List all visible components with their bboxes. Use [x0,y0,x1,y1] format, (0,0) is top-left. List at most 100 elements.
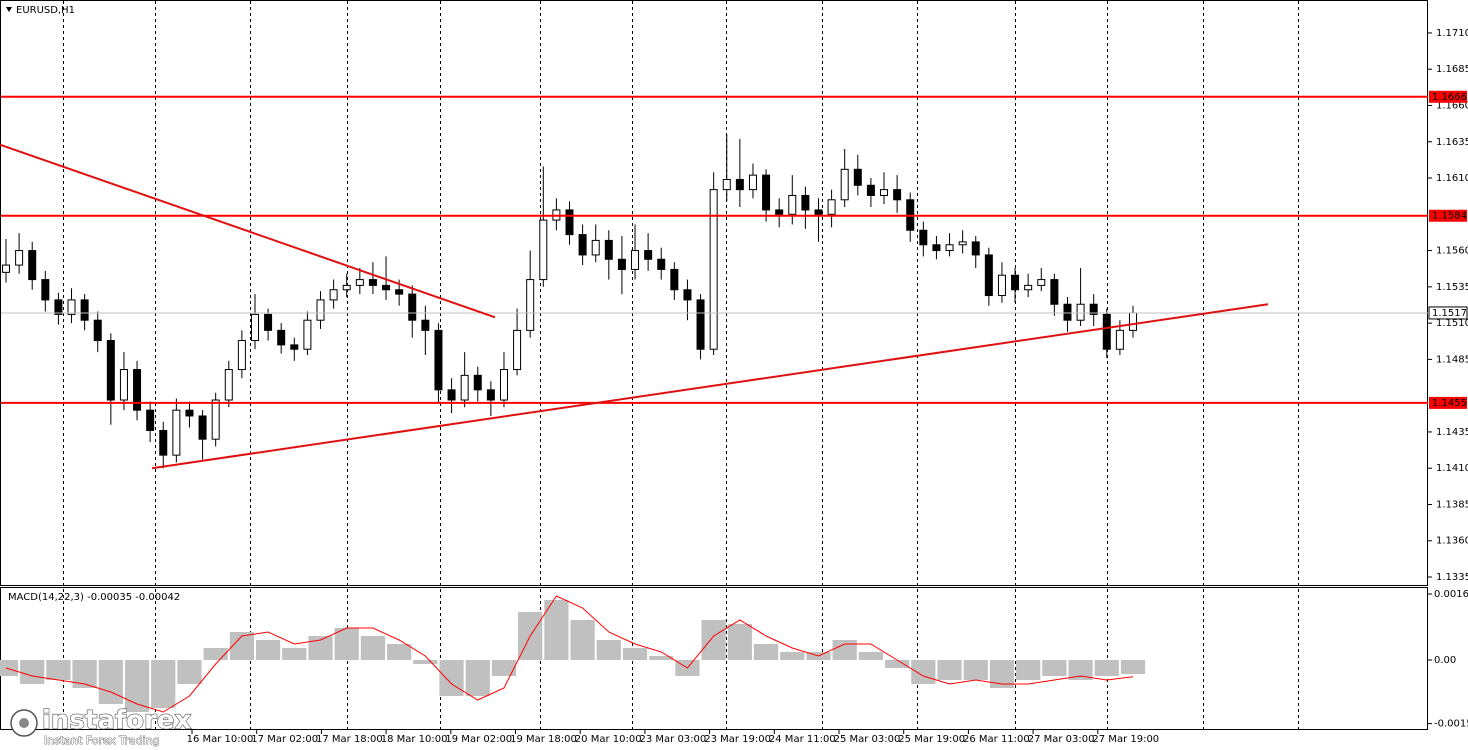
candle-body [264,313,273,331]
candle-body [591,239,600,256]
macd-bar [596,640,621,660]
macd-bar [1120,660,1146,674]
candle-body [775,209,784,215]
candle-body [644,250,653,260]
x-tick-label: 19 Mar 02:00 [445,734,512,745]
x-tick-label: 24 Mar 11:00 [769,734,836,745]
macd-bar [832,640,857,660]
candle-body [460,374,469,401]
current-price-box [1428,306,1468,320]
macd-bar [282,648,307,660]
candle-body [250,313,259,342]
macd-bar [780,652,805,660]
candle-body [499,369,508,401]
candle-body [1063,303,1072,321]
macd-bar [1094,660,1119,676]
candle-body [146,409,155,431]
candle-body [434,329,443,391]
macd-bar [570,620,595,660]
candle-body [657,258,666,270]
candle-body [133,369,142,411]
candle-body [54,299,63,315]
y-tick-label: 1.1535 [1436,282,1468,293]
candle-body [853,168,862,186]
candle-body [631,250,640,270]
x-tick-label: 19 Mar 18:00 [510,734,577,745]
x-tick-label: 18 Mar 10:00 [381,734,448,745]
macd-bar [439,660,464,696]
macd-bar [727,624,752,660]
macd-bar [360,636,386,660]
logo-name: instaforex [42,706,192,736]
macd-bar [937,660,962,680]
x-tick-label: 27 Mar 19:00 [1092,734,1159,745]
level-box [1429,396,1467,409]
macd-bar [72,660,97,688]
candle-body [696,299,705,350]
candle-body [945,244,954,252]
candle-body [67,299,76,315]
y-tick-label: 1.1560 [1436,246,1468,257]
y-tick-label: 1.1510 [1436,318,1468,329]
macd-panel [0,587,1428,730]
candle-body [709,189,718,350]
macd-bar [465,660,490,696]
macd-bar [1042,660,1067,676]
candle-body [827,199,836,215]
logo: instaforex Instant Forex Trading [10,705,192,747]
candle-body [1037,279,1046,286]
macd-bar [0,660,19,676]
macd-bar [334,628,359,660]
macd-bar [1068,660,1093,680]
candle-body [224,369,233,401]
candle-body [578,234,587,256]
candle-body [1129,312,1137,331]
vertical-grid [63,1,1299,729]
candle-body [539,219,548,281]
macd-bar [858,652,884,660]
candle-body [172,409,181,456]
macd-bar [701,620,726,660]
macd-bar [98,660,123,704]
candle-body [748,174,757,191]
x-tick-label: 23 Mar 03:00 [640,734,707,745]
candle-body [290,344,299,350]
candle-body [486,389,495,401]
candle-body [513,329,522,371]
y-tick-label: 1.1485 [1436,354,1468,365]
candle-body [2,264,10,273]
macd-bar [1016,660,1041,680]
macd-bar [491,660,517,676]
macd-bar [989,660,1015,688]
macd-bar [622,648,648,660]
y-tick-label: 1.1610 [1436,173,1468,184]
candle-body [316,299,325,321]
level-label: 1.1455 [1432,398,1467,409]
candle-body [80,299,89,321]
x-tick-label: 16 Mar 10:00 [187,734,254,745]
candle-body [565,209,574,236]
candle-body [866,184,875,196]
candle-body [880,189,889,196]
x-tick-label: 25 Mar 03:00 [834,734,901,745]
macd-bar [203,648,228,660]
candle-body [1115,329,1124,350]
y-tick-label: 1.1635 [1436,137,1468,148]
current-price-label: 1.1517 [1432,308,1467,319]
candle-body [237,340,246,371]
macd-bar [753,644,779,660]
logo-slogan: Instant Forex Trading [44,734,160,747]
menu-arrow[interactable] [6,7,12,12]
y-tick-label: 1.1710 [1436,28,1468,39]
level-box [1429,90,1467,103]
candle-body [342,284,351,291]
y-tick-label: 0.00165 [1434,589,1468,600]
macd-bar [387,644,412,660]
candle-body [395,289,404,295]
candle-body [447,389,456,401]
candle-body [421,319,430,331]
candle-body [211,399,220,440]
x-tick-label: 23 Mar 19:00 [704,734,771,745]
y-tick-label: -0.00159 [1434,719,1468,730]
